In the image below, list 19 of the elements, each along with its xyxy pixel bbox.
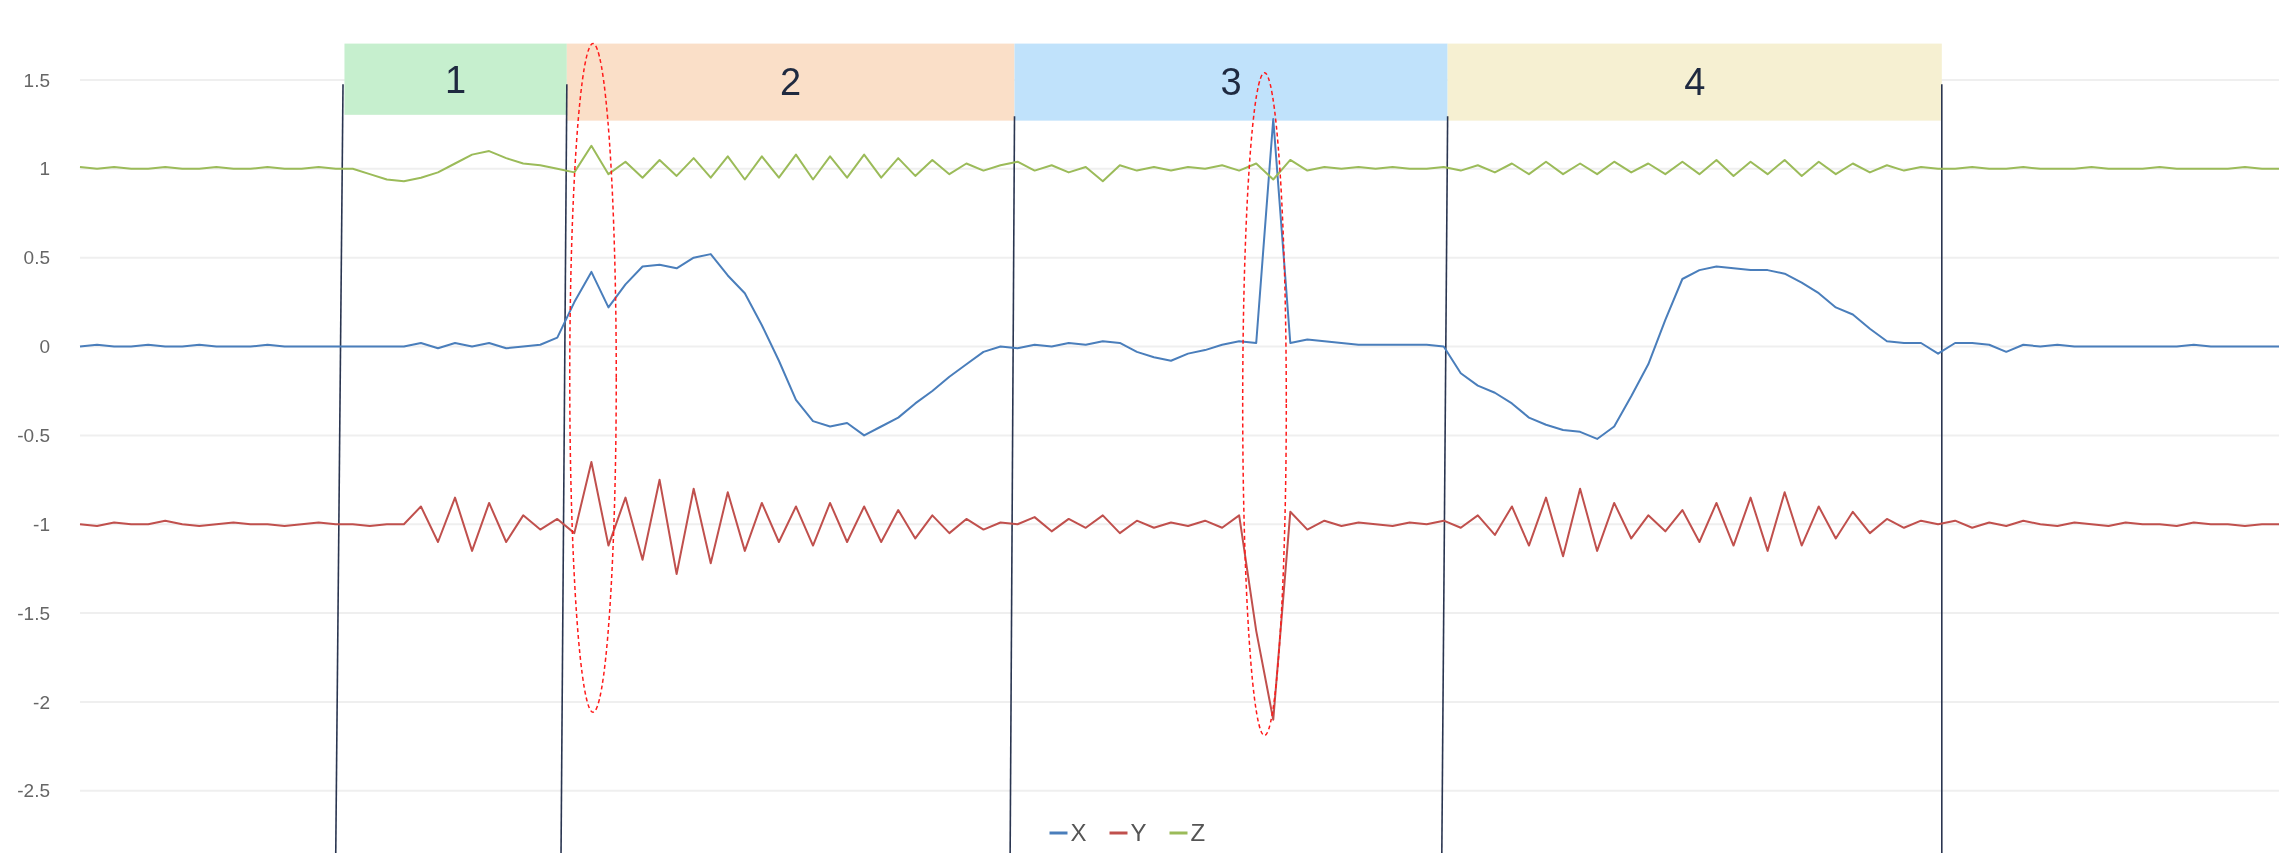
y-tick-label: -2.5: [17, 780, 50, 802]
annotation: 2: [780, 61, 802, 104]
legend-label: X: [1070, 819, 1087, 847]
line-series: [79, 461, 2279, 721]
annotation: 4: [1684, 61, 1706, 104]
line-series: [79, 118, 2279, 440]
y-tick-label: 0.5: [23, 247, 50, 269]
line-series: [79, 144, 2279, 183]
y-tick-label: -1.5: [17, 602, 50, 624]
y-tick-label: -2: [33, 691, 50, 713]
y-tick-label: -1: [33, 513, 50, 535]
y-tick-label: 1: [39, 158, 50, 180]
legend-label: Y: [1130, 819, 1147, 847]
annotation: 3: [1220, 61, 1242, 104]
y-tick-label: 1.5: [23, 69, 50, 91]
annotation: 1: [445, 58, 467, 101]
y-tick-label: 0: [39, 336, 50, 358]
legend-label: Z: [1190, 819, 1206, 847]
y-tick-label: -0.5: [17, 425, 50, 447]
